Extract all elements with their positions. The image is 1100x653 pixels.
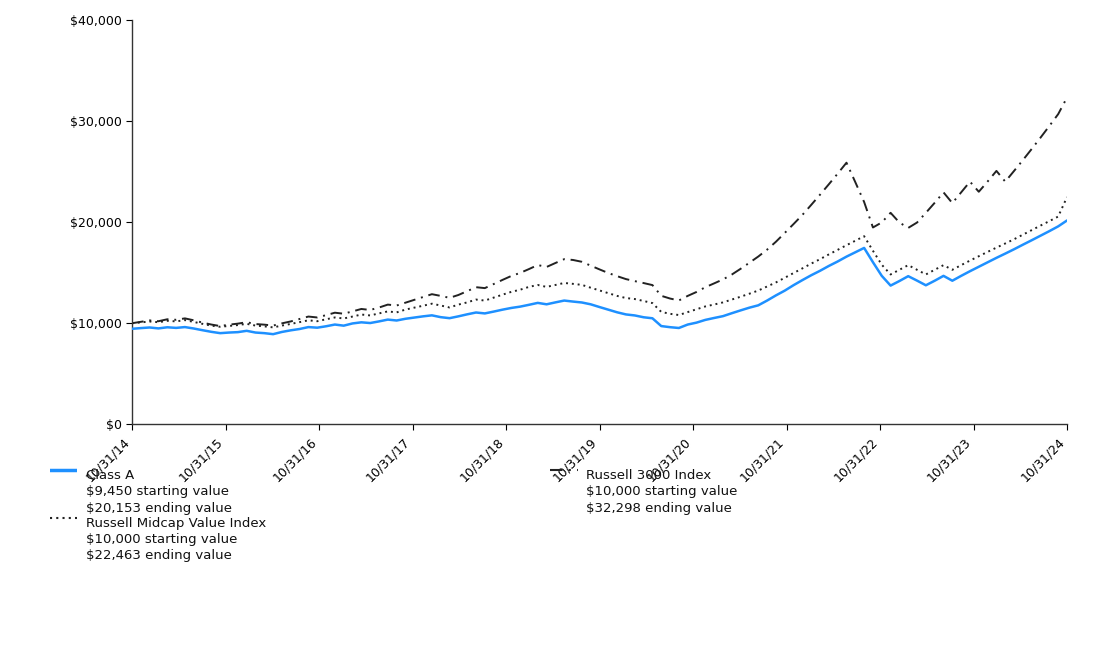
Text: $22,463 ending value: $22,463 ending value: [86, 549, 232, 562]
Text: Class A: Class A: [86, 469, 134, 482]
Text: Russell Midcap Value Index: Russell Midcap Value Index: [86, 517, 266, 530]
Text: $10,000 starting value: $10,000 starting value: [586, 485, 738, 498]
Text: $9,450 starting value: $9,450 starting value: [86, 485, 229, 498]
Text: $10,000 starting value: $10,000 starting value: [86, 533, 238, 546]
Text: $32,298 ending value: $32,298 ending value: [586, 502, 733, 515]
Text: Russell 3000 Index: Russell 3000 Index: [586, 469, 712, 482]
Text: $20,153 ending value: $20,153 ending value: [86, 502, 232, 515]
